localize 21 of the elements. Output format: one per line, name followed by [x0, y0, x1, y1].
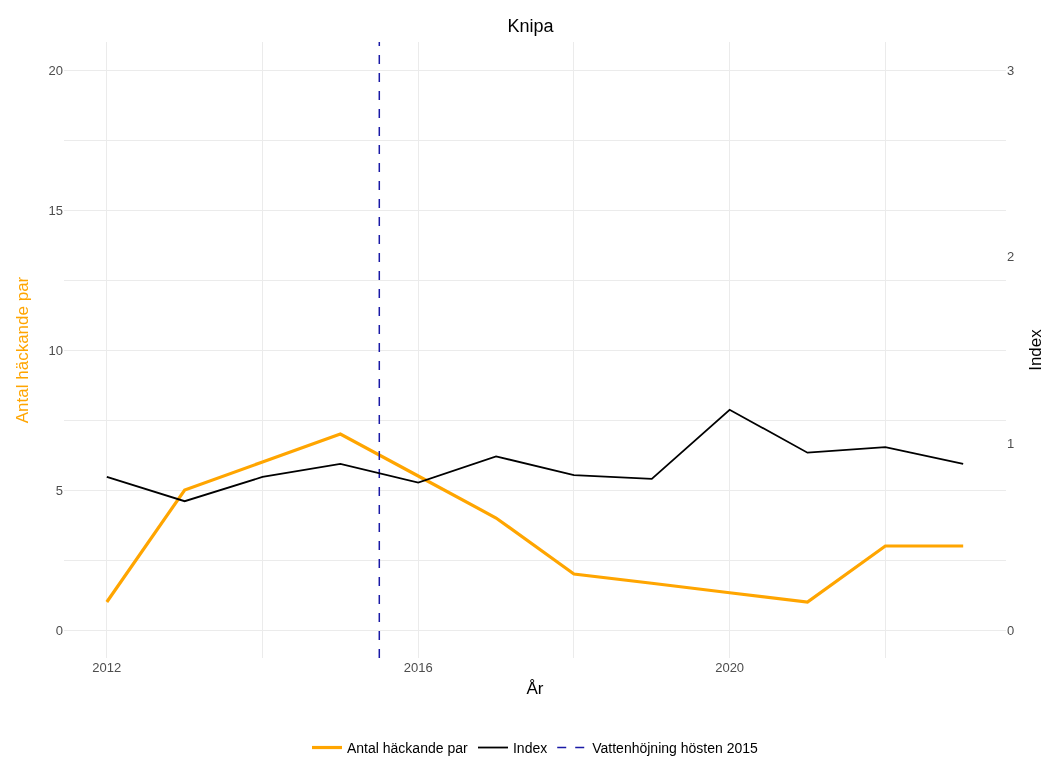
- y2-tick-label: 2: [1007, 249, 1015, 265]
- y2-tick-label: 0: [1007, 622, 1015, 638]
- legend-label: Index: [512, 739, 548, 756]
- y-axis-title: Antal häckande par: [13, 276, 33, 424]
- y-tick-label: 20: [48, 62, 63, 78]
- y2-tick-label: 3: [1007, 62, 1015, 78]
- y2-tick-label: 1: [1007, 435, 1015, 451]
- y-tick-label: 15: [48, 202, 63, 218]
- line-series: [105, 432, 965, 604]
- line-series: [105, 408, 965, 503]
- x-axis-title: År: [526, 679, 544, 699]
- x-tick-label: 2016: [403, 660, 433, 675]
- x-tick-label: 2012: [92, 660, 122, 675]
- y2-axis-title: Index: [1025, 328, 1045, 371]
- legend-label: Vattenhöjning hösten 2015: [592, 739, 758, 756]
- x-tick-label: 2020: [715, 660, 745, 675]
- legend-label: Antal häckande par: [347, 739, 468, 756]
- y-tick-label: 10: [48, 342, 63, 358]
- y-tick-label: 0: [55, 622, 63, 638]
- chart-title: Knipa: [507, 16, 555, 36]
- y-tick-label: 5: [55, 482, 63, 498]
